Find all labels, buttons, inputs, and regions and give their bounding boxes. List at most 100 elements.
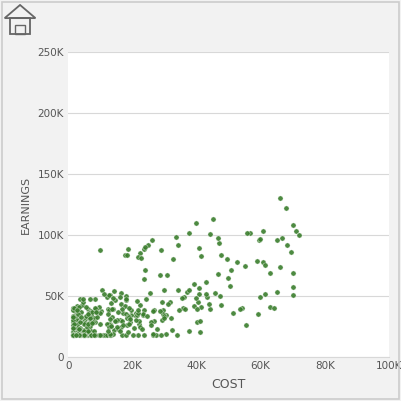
Point <box>87 323 93 329</box>
Point <box>267 269 273 276</box>
Point <box>227 283 233 289</box>
Point <box>87 316 93 322</box>
Point <box>206 300 213 307</box>
Point <box>207 306 214 312</box>
Point <box>86 326 92 332</box>
Point <box>77 331 83 338</box>
Point <box>107 323 114 330</box>
Point <box>110 294 117 301</box>
Point <box>70 322 77 328</box>
Point <box>296 232 302 238</box>
Point <box>137 302 144 308</box>
Point <box>91 319 98 325</box>
Point <box>242 262 249 269</box>
Point <box>124 321 130 328</box>
Point <box>163 330 170 337</box>
Point <box>150 331 156 337</box>
Point <box>84 314 91 320</box>
Point <box>194 306 200 312</box>
Point <box>109 314 116 320</box>
Point <box>174 332 180 338</box>
Point <box>151 307 158 314</box>
Point <box>271 305 277 311</box>
Point <box>167 299 173 305</box>
Point <box>128 312 134 318</box>
Point <box>81 327 87 334</box>
Point <box>87 332 94 338</box>
Point <box>284 241 290 248</box>
Point <box>123 293 130 299</box>
Point <box>85 329 91 335</box>
Point <box>214 271 221 277</box>
Point <box>261 262 268 268</box>
Point <box>191 302 197 309</box>
Point <box>111 288 117 294</box>
Point <box>89 309 95 316</box>
Point <box>93 309 99 316</box>
Point <box>89 320 95 326</box>
Point <box>70 332 76 338</box>
Point <box>70 332 76 338</box>
Point <box>148 322 154 328</box>
Point <box>85 321 91 328</box>
Point <box>293 228 299 235</box>
Point <box>237 306 243 312</box>
Point <box>77 318 83 325</box>
Point <box>106 292 113 298</box>
Point <box>70 332 76 338</box>
Point <box>124 312 130 318</box>
Point <box>135 254 142 261</box>
Point <box>91 296 98 302</box>
Point <box>75 315 81 321</box>
Point <box>207 231 213 237</box>
Point <box>140 332 147 338</box>
Point <box>123 332 129 338</box>
Point <box>140 246 147 253</box>
Point <box>70 332 76 338</box>
Point <box>75 310 81 317</box>
Point <box>140 307 147 313</box>
Point <box>85 306 91 312</box>
Point <box>259 259 266 265</box>
Point <box>80 332 86 338</box>
Point <box>179 295 185 302</box>
Point <box>122 251 129 258</box>
Point <box>73 325 80 331</box>
Point <box>107 332 113 338</box>
Point <box>133 310 139 316</box>
Point <box>88 308 94 314</box>
Point <box>91 332 97 338</box>
Point <box>290 222 296 229</box>
Point <box>83 304 90 310</box>
Point <box>125 313 131 319</box>
Point <box>74 322 81 328</box>
Point <box>79 302 85 308</box>
Point <box>193 220 200 226</box>
Point <box>123 311 129 317</box>
Point <box>91 305 98 312</box>
Point <box>91 314 97 321</box>
Point <box>204 294 210 301</box>
Point <box>84 332 90 338</box>
Point <box>159 299 165 305</box>
Point <box>77 314 84 320</box>
Point <box>132 312 138 318</box>
Point <box>105 321 112 328</box>
Point <box>107 292 113 298</box>
Point <box>175 242 181 248</box>
Point <box>70 319 76 326</box>
Point <box>183 289 190 295</box>
Point <box>85 328 91 334</box>
Point <box>108 332 114 338</box>
Point <box>78 330 84 336</box>
Point <box>224 255 230 262</box>
Point <box>70 332 76 338</box>
Point <box>136 321 142 327</box>
Point <box>87 314 93 321</box>
Point <box>161 312 167 319</box>
Point <box>105 311 111 318</box>
Point <box>209 216 216 222</box>
Point <box>156 272 163 278</box>
Point <box>169 327 176 333</box>
Point <box>148 319 154 326</box>
